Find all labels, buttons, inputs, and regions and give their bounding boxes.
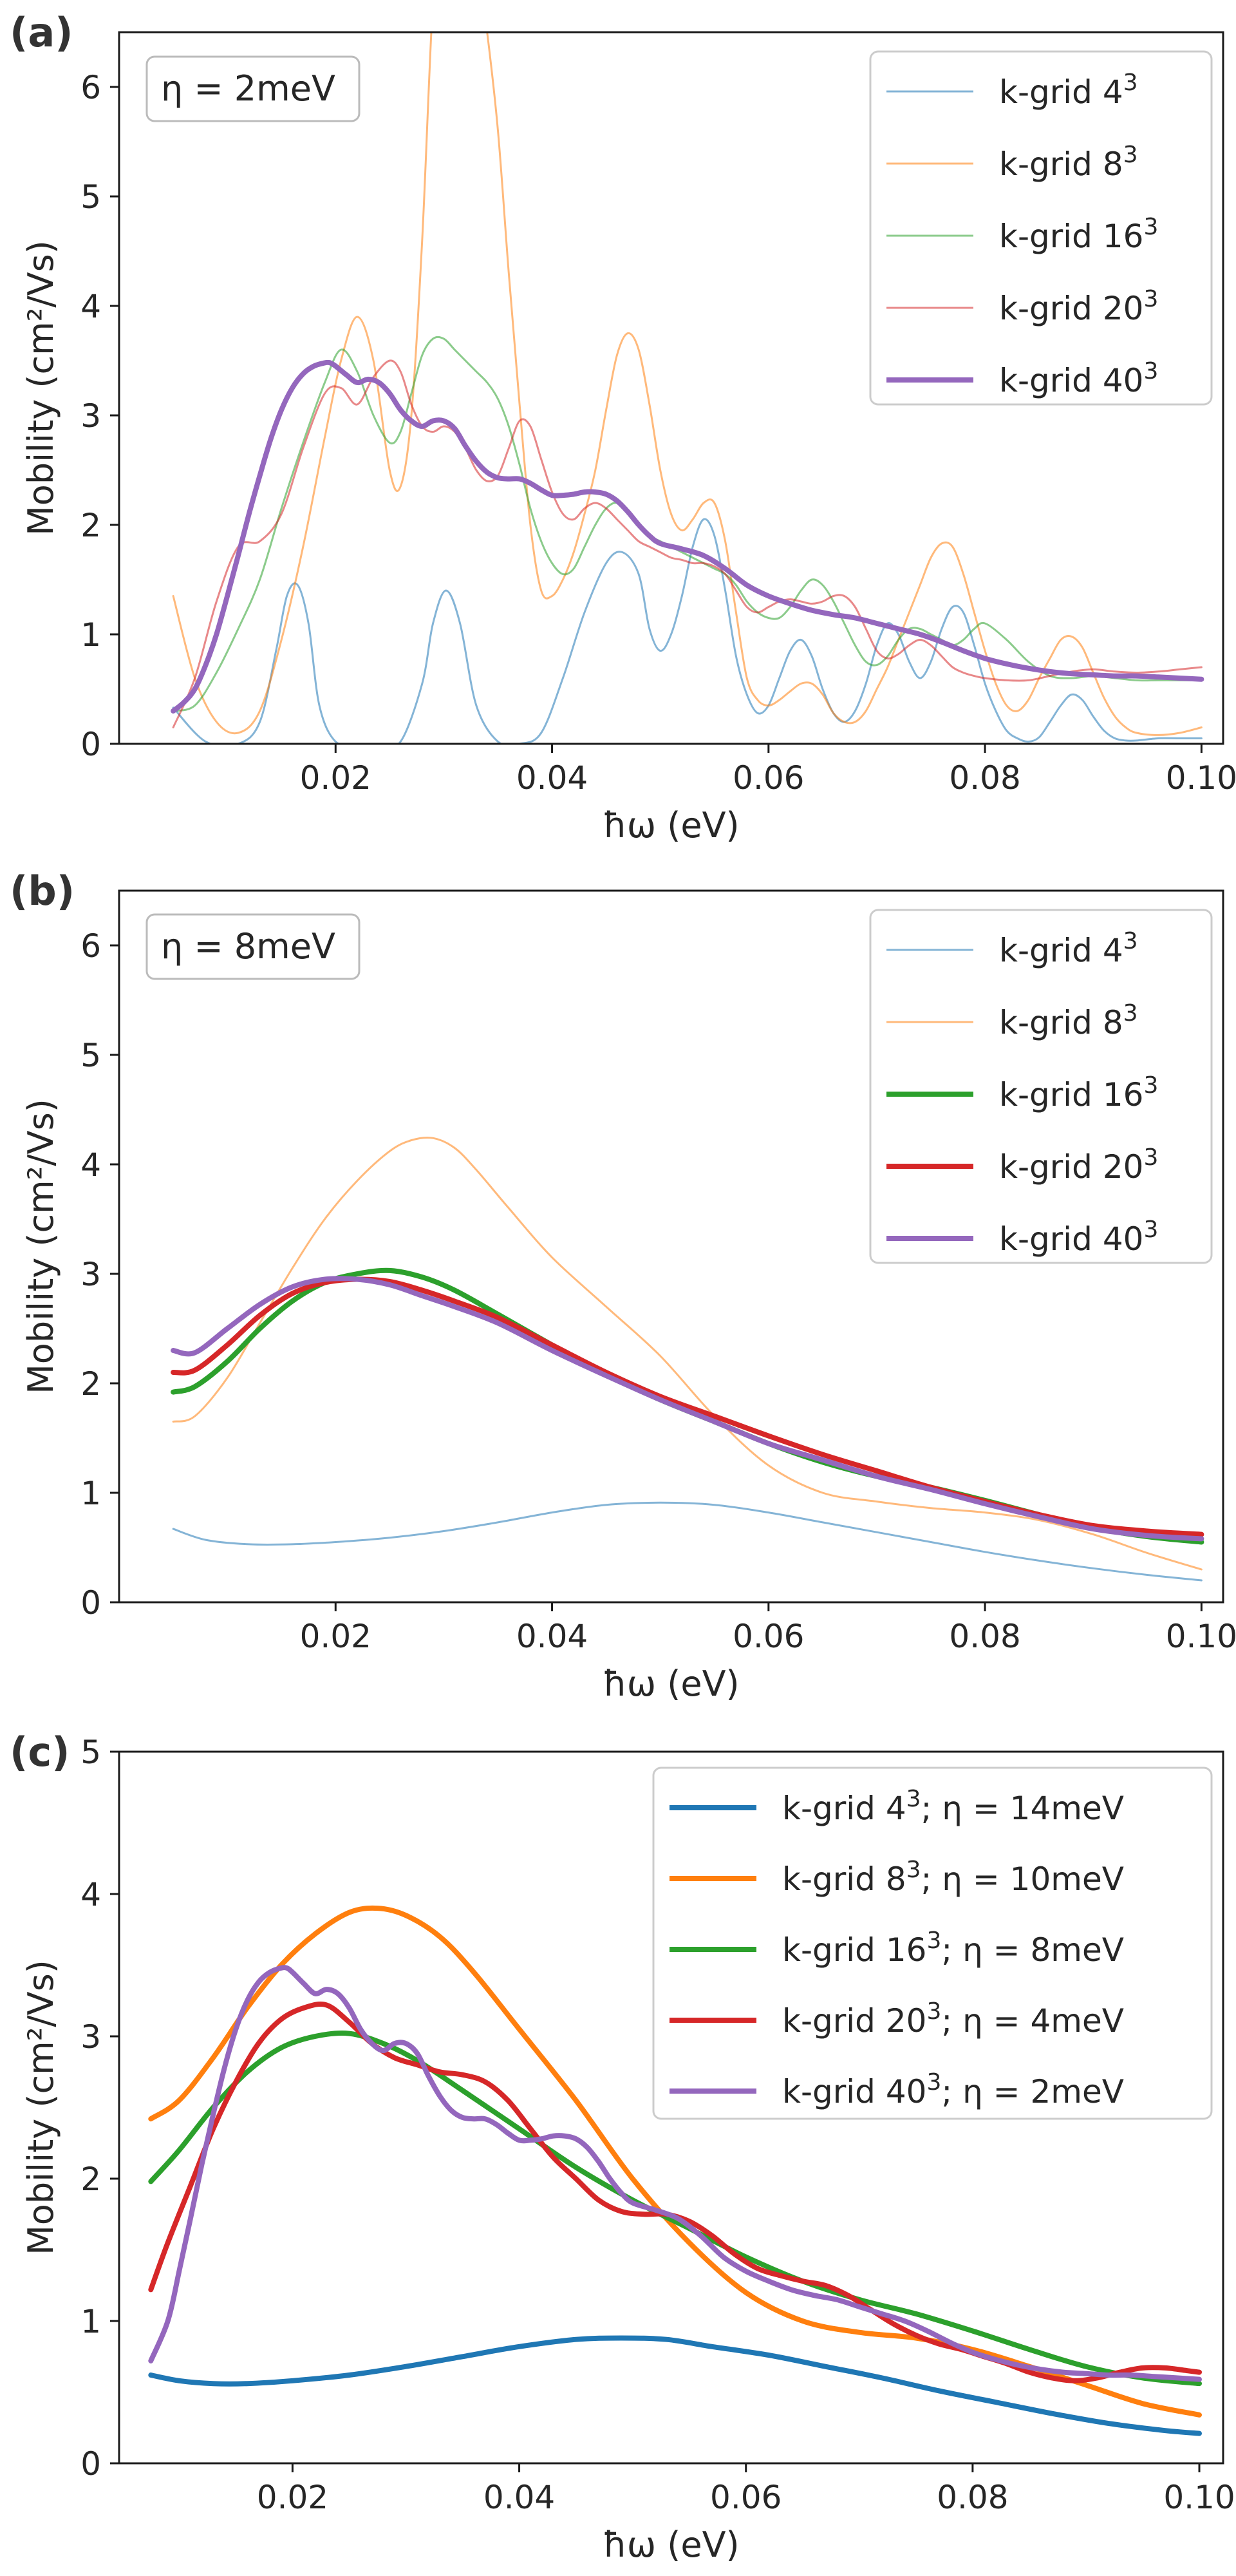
y-tick-label: 5 <box>80 1037 101 1074</box>
y-tick-label: 3 <box>80 397 101 435</box>
x-tick-label: 0.02 <box>300 1618 371 1655</box>
legend-entry: k-grid 403 <box>999 1217 1158 1258</box>
legend: k-grid 43; η = 14meV k-grid 83; η = 10meV… <box>652 1766 1213 2120</box>
legend: k-grid 43 k-grid 83 k-grid 163 k-grid 203 k-… <box>869 909 1213 1264</box>
series-line-k-grid-40-3 <box>148 1965 1202 2382</box>
x-tick-label: 0.06 <box>733 759 804 797</box>
panel-label: (a) <box>10 9 73 56</box>
panel-label: (b) <box>10 867 75 914</box>
legend-box <box>869 909 1213 1264</box>
y-tick-label: 3 <box>80 2018 101 2056</box>
series-line-k-grid-40-3 <box>171 359 1204 714</box>
y-tick-label: 0 <box>80 2445 101 2483</box>
y-tick-label: 3 <box>80 1256 101 1293</box>
eta-annotation-box <box>145 55 360 122</box>
legend-box <box>869 50 1213 406</box>
x-axis-label: ħω (eV) <box>603 805 739 846</box>
legend-entry: k-grid 43 <box>999 70 1138 111</box>
legend-entry: k-grid 163 <box>999 214 1158 255</box>
y-tick-label: 1 <box>80 616 101 654</box>
series-line-k-grid-8-3 <box>172 32 1203 736</box>
panel-b: (b) 0.02 0.04 0.06 0.08 0.10 0 1 2 3 4 5 6 ħω (eV) Mob… <box>10 867 1236 1704</box>
series-line-k-grid-8-3 <box>148 1905 1202 2418</box>
y-tick-label: 4 <box>80 1146 101 1184</box>
y-tick-label: 0 <box>80 726 101 763</box>
y-tick-label: 4 <box>80 288 101 325</box>
panel-label: (c) <box>10 1728 70 1776</box>
legend: k-grid 43 k-grid 83 k-grid 163 k-grid 203 k-… <box>869 50 1213 406</box>
series-group <box>148 1905 1202 2436</box>
series-group <box>171 1136 1204 1582</box>
y-tick-label: 1 <box>80 2303 101 2340</box>
legend-entry: k-grid 203; η = 4meV <box>782 1998 1124 2040</box>
legend-entry: k-grid 163 <box>999 1072 1158 1113</box>
series-line-k-grid-4-3 <box>172 518 1203 744</box>
legend-entry: k-grid 403 <box>999 358 1158 399</box>
x-tick-label: 0.02 <box>257 2479 328 2516</box>
x-tick-label: 0.10 <box>1166 759 1236 797</box>
y-axis-label: Mobility (cm²/Vs) <box>21 240 61 536</box>
y-tick-label: 4 <box>80 1876 101 1913</box>
x-tick-label: 0.10 <box>1166 1618 1236 1655</box>
eta-annotation-box <box>145 913 360 980</box>
axes-frame <box>118 1750 1224 2465</box>
legend-entry: k-grid 203 <box>999 286 1158 327</box>
series-group <box>171 32 1204 744</box>
x-tick-label: 0.06 <box>710 2479 782 2516</box>
series-line-k-grid-16-3 <box>148 2030 1202 2387</box>
axes-frame <box>118 889 1224 1604</box>
y-tick-label: 6 <box>80 69 101 106</box>
y-tick-label: 0 <box>80 1584 101 1622</box>
x-tick-label: 0.04 <box>516 759 588 797</box>
y-tick-label: 2 <box>80 1365 101 1403</box>
y-axis-label: Mobility (cm²/Vs) <box>21 1960 61 2255</box>
series-line-k-grid-4-3 <box>148 2335 1202 2436</box>
y-tick-label: 1 <box>80 1475 101 1512</box>
legend-entry: k-grid 83 <box>999 1000 1138 1041</box>
x-tick-label: 0.08 <box>949 759 1020 797</box>
eta-annotation: η = 2meV <box>161 68 335 109</box>
x-axis-label: ħω (eV) <box>603 1663 739 1704</box>
y-tick-label: 6 <box>80 927 101 965</box>
x-tick-label: 0.08 <box>937 2479 1008 2516</box>
series-line-k-grid-8-3 <box>172 1136 1203 1571</box>
x-tick-label: 0.10 <box>1163 2479 1235 2516</box>
x-tick-label: 0.08 <box>949 1618 1020 1655</box>
x-axis-label: ħω (eV) <box>603 2524 739 2565</box>
panel-a: (a) 0.02 0.04 0.06 0.08 0.10 0 1 2 3 4 5 6 ħω (eV) Mob… <box>10 9 1236 846</box>
y-tick-label: 2 <box>80 2161 101 2198</box>
legend-entry: k-grid 403; η = 2meV <box>782 2069 1124 2110</box>
axes-frame <box>118 31 1224 745</box>
legend-entry: k-grid 83; η = 10meV <box>782 1857 1124 1898</box>
y-tick-label: 2 <box>80 507 101 544</box>
legend-entry: k-grid 83 <box>999 142 1138 183</box>
series-line-k-grid-40-3 <box>171 1276 1204 1542</box>
series-line-k-grid-20-3 <box>172 359 1203 728</box>
x-tick-label: 0.04 <box>516 1618 588 1655</box>
panel-c: (c) 0.02 0.04 0.06 0.08 0.10 0 1 2 3 4 5 ħω (eV) Mobi… <box>10 1728 1235 2565</box>
x-tick-label: 0.06 <box>733 1618 804 1655</box>
y-tick-label: 5 <box>80 1734 101 1771</box>
series-line-k-grid-20-3 <box>171 1276 1204 1537</box>
y-tick-label: 5 <box>80 178 101 216</box>
eta-annotation: η = 8meV <box>161 926 335 967</box>
legend-box <box>652 1766 1213 2120</box>
x-tick-label: 0.04 <box>483 2479 555 2516</box>
legend-entry: k-grid 163; η = 8meV <box>782 1927 1124 1969</box>
y-axis-label: Mobility (cm²/Vs) <box>21 1099 61 1394</box>
series-line-k-grid-4-3 <box>172 1501 1203 1582</box>
legend-entry: k-grid 203 <box>999 1144 1158 1186</box>
legend-entry: k-grid 43; η = 14meV <box>782 1786 1124 1827</box>
x-tick-label: 0.02 <box>300 759 371 797</box>
legend-entry: k-grid 43 <box>999 928 1138 969</box>
